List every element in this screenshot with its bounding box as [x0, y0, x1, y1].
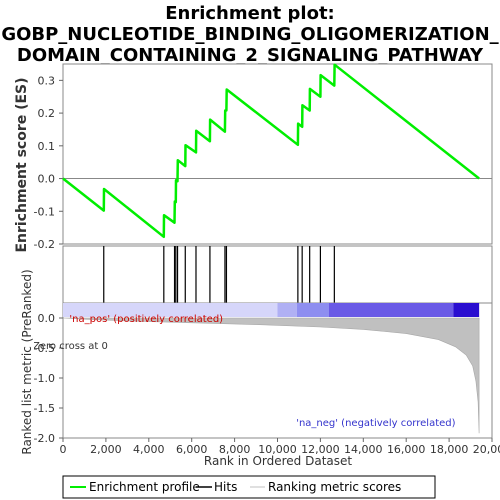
- positive-correlation-label: 'na_pos' (positively correlated): [69, 314, 223, 325]
- x-tick-label: 4,000: [133, 443, 165, 456]
- x-tick-label: 2,000: [90, 443, 122, 456]
- colorbar-segment: [277, 303, 297, 317]
- colorbar-segment: [63, 303, 278, 317]
- metric-y-tick-label: -0.5: [34, 342, 55, 355]
- chart-title-line-1: Enrichment plot:: [165, 3, 335, 24]
- es-y-tick-label: 0.2: [38, 107, 56, 120]
- metric-y-axis-label: Ranked list metric (PreRanked): [20, 269, 34, 454]
- x-tick-label: 0: [60, 443, 67, 456]
- es-y-tick-label: 0.3: [38, 74, 56, 87]
- hits-plot-area: [62, 245, 493, 304]
- x-axis: 0 2,000 4,000 6,000 8,000 10,000 12,000 14,000 1…: [60, 438, 500, 456]
- es-y-tick-label: 0.0: [38, 173, 56, 186]
- colorbar-segment: [453, 303, 480, 317]
- es-y-tick-label: -0.2: [34, 238, 55, 251]
- legend-box: [62, 475, 436, 499]
- es-y-tick-label: 0.1: [38, 140, 56, 153]
- x-tick-label: 14,000: [344, 443, 383, 456]
- legend-label-enrichment-profile: Enrichment profile: [89, 480, 200, 494]
- x-tick-label: 12,000: [301, 443, 340, 456]
- es-y-tick-label: -0.1: [34, 205, 55, 218]
- ranking-metric-area: [62, 317, 480, 434]
- legend: Enrichment profile Hits Ranking metric s…: [62, 475, 436, 499]
- x-axis-label: Rank in Ordered Dataset: [204, 454, 352, 468]
- metric-y-tick-label: -1.0: [34, 372, 55, 385]
- colorbar-segment: [296, 303, 329, 317]
- x-tick-label: 18,000: [430, 443, 469, 456]
- metric-y-tick-label: -1.5: [34, 402, 55, 415]
- negative-correlation-label: 'na_neg' (negatively correlated): [296, 418, 455, 429]
- chart-title-line-2: GOBP_NUCLEOTIDE_BINDING_OLIGOMERIZATION_: [1, 24, 498, 45]
- hits-panel: [62, 245, 493, 304]
- metric-y-tick-label: -2.0: [34, 432, 55, 445]
- zero-cross-label: Zero cross at 0: [33, 341, 108, 352]
- x-tick-label: 6,000: [176, 443, 208, 456]
- enrichment-profile-line: [62, 63, 480, 239]
- x-tick-label: 16,000: [387, 443, 426, 456]
- chart-title-line-3: DOMAIN_CONTAINING_2_SIGNALING_PATHWAY: [17, 45, 484, 66]
- zero-cross-clip-mask: [0, 339, 34, 354]
- enrichment-score-panel: -0.2 -0.1 0.0 0.1 0.2 0.3: [34, 63, 493, 251]
- x-tick-label: 8,000: [219, 443, 251, 456]
- legend-label-hits: Hits: [214, 480, 237, 494]
- x-tick-label: 20,000: [473, 443, 500, 456]
- ranked-metric-panel: 0.0 -0.5 -1.0 -1.5 -2.0 'na_pos' (positively …: [0, 302, 493, 445]
- x-tick-label: 10,000: [258, 443, 297, 456]
- es-y-axis-label: Enrichment score (ES): [14, 77, 30, 252]
- colorbar-segment: [328, 303, 454, 317]
- es-plot-area: [62, 63, 493, 245]
- legend-label-ranking-metric: Ranking metric scores: [268, 480, 401, 494]
- metric-y-tick-label: 0.0: [38, 312, 56, 325]
